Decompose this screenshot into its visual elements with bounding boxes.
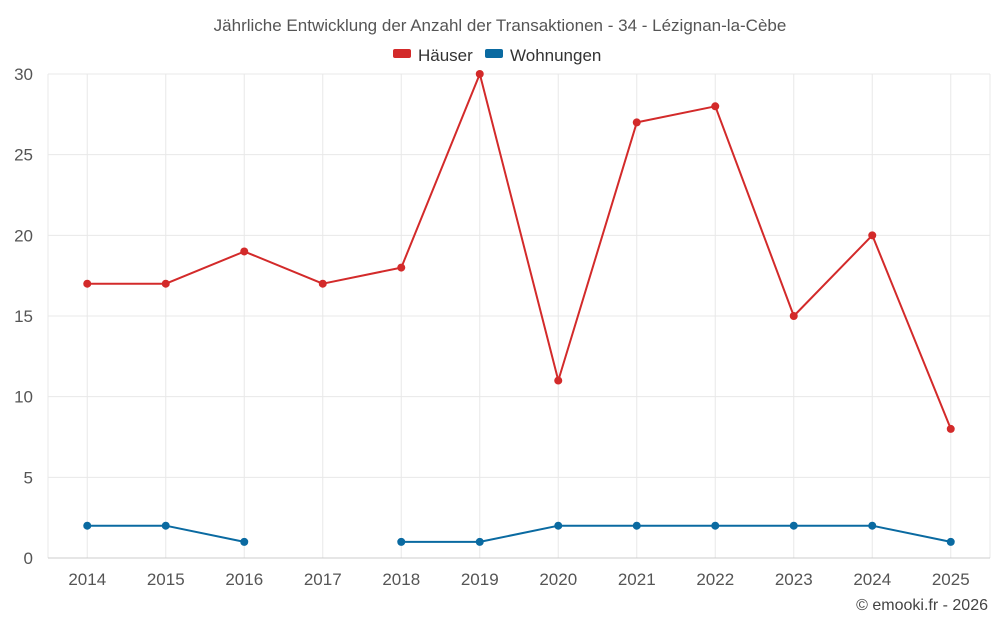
data-point-wohnungen-2016[interactable]	[240, 537, 249, 546]
y-tick-label: 0	[24, 549, 33, 568]
series-wohnungen	[83, 521, 955, 546]
x-tick-label: 2014	[68, 570, 106, 589]
grid	[47, 73, 991, 559]
data-point-haeuser-2023[interactable]	[789, 312, 798, 320]
series-line-haeuser	[87, 73, 952, 430]
data-point-haeuser-2018[interactable]	[397, 263, 406, 272]
legend-label-wohnungen: Wohnungen	[510, 46, 601, 65]
legend-item-wohnungen[interactable]: Wohnungen	[485, 46, 601, 65]
data-point-wohnungen-2025[interactable]	[946, 537, 955, 546]
y-tick-label: 15	[14, 307, 33, 326]
y-tick-label: 25	[14, 146, 33, 165]
x-tick-label: 2016	[225, 570, 263, 589]
data-point-wohnungen-2024[interactable]	[868, 521, 877, 530]
x-tick-label: 2015	[147, 570, 185, 589]
data-point-wohnungen-2022[interactable]	[711, 521, 720, 530]
data-point-haeuser-2024[interactable]	[868, 231, 877, 240]
chart-title: Jährliche Entwicklung der Anzahl der Tra…	[214, 16, 787, 35]
series-line-wohnungen	[87, 524, 952, 543]
x-tick-label: 2020	[539, 570, 577, 589]
y-tick-label: 20	[14, 226, 33, 245]
y-axis: 0 5 10 15 20 25 30	[14, 65, 33, 568]
x-tick-label: 2025	[932, 570, 970, 589]
data-point-haeuser-2017[interactable]	[318, 279, 327, 288]
data-point-wohnungen-2015[interactable]	[161, 521, 170, 530]
x-tick-label: 2022	[696, 570, 734, 589]
series-haeuser	[83, 70, 955, 433]
y-tick-label: 10	[14, 388, 33, 407]
data-point-wohnungen-2023[interactable]	[789, 521, 798, 530]
data-point-haeuser-2014[interactable]	[83, 279, 92, 288]
x-tick-label: 2021	[618, 570, 656, 589]
data-point-haeuser-2015[interactable]	[161, 279, 170, 288]
data-point-haeuser-2021[interactable]	[632, 118, 641, 127]
legend: Häuser Wohnungen	[393, 46, 601, 65]
y-tick-label: 5	[24, 468, 33, 487]
data-point-haeuser-2020[interactable]	[554, 376, 563, 385]
data-point-wohnungen-2020[interactable]	[554, 521, 563, 530]
data-point-haeuser-2019[interactable]	[475, 70, 484, 78]
data-point-wohnungen-2021[interactable]	[632, 521, 641, 530]
x-tick-label: 2018	[382, 570, 420, 589]
data-point-haeuser-2022[interactable]	[711, 102, 720, 111]
data-point-haeuser-2016[interactable]	[240, 247, 249, 256]
x-tick-label: 2017	[304, 570, 342, 589]
series-group	[83, 70, 955, 546]
x-tick-label: 2019	[461, 570, 499, 589]
data-point-wohnungen-2018[interactable]	[397, 537, 406, 546]
legend-item-haeuser[interactable]: Häuser	[393, 46, 473, 65]
data-point-haeuser-2025[interactable]	[946, 424, 955, 433]
data-point-wohnungen-2019[interactable]	[475, 537, 484, 546]
x-axis: 2014 2015 2016 2017 2018 2019 2020 2021 2022 2023…	[68, 570, 969, 589]
credit: © emooki.fr - 2026	[856, 597, 988, 614]
x-tick-label: 2024	[853, 570, 891, 589]
legend-swatch-wohnungen	[485, 49, 503, 58]
y-tick-label: 30	[14, 65, 33, 84]
legend-label-haeuser: Häuser	[418, 46, 473, 65]
legend-swatch-haeuser	[393, 49, 411, 58]
x-tick-label: 2023	[775, 570, 813, 589]
data-point-wohnungen-2014[interactable]	[83, 521, 92, 530]
